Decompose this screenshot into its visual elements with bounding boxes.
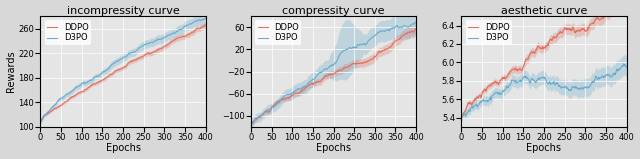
DDPO — [458, 118, 465, 120]
X-axis label: Epochs: Epochs — [527, 143, 561, 153]
DDPO — [577, 28, 585, 30]
D3PO — [577, 88, 584, 90]
DDPO — [90, 83, 98, 85]
Title: aesthetic curve: aesthetic curve — [500, 6, 587, 16]
DDPO — [623, 9, 630, 11]
D3PO — [141, 44, 148, 46]
DDPO — [367, 59, 375, 61]
D3PO — [366, 38, 374, 40]
X-axis label: Epochs: Epochs — [316, 143, 351, 153]
DDPO — [267, 108, 275, 110]
DDPO — [202, 24, 209, 26]
D3PO — [312, 75, 320, 77]
DDPO — [616, 4, 623, 6]
Line: D3PO: D3PO — [251, 22, 416, 124]
D3PO — [90, 77, 98, 79]
DDPO — [412, 28, 420, 30]
D3PO — [412, 21, 420, 23]
D3PO — [511, 80, 519, 82]
DDPO — [36, 121, 44, 123]
D3PO — [36, 121, 44, 123]
D3PO — [301, 85, 308, 87]
D3PO — [477, 101, 485, 103]
X-axis label: Epochs: Epochs — [106, 143, 141, 153]
D3PO — [620, 63, 627, 65]
D3PO — [623, 66, 630, 68]
DDPO — [561, 27, 569, 29]
DDPO — [366, 59, 374, 61]
Line: DDPO: DDPO — [461, 5, 627, 119]
DDPO — [511, 68, 519, 69]
DDPO — [141, 55, 148, 56]
Title: incompressity curve: incompressity curve — [67, 6, 179, 16]
Line: DDPO: DDPO — [251, 29, 416, 126]
Line: D3PO: D3PO — [40, 19, 205, 122]
DDPO — [157, 48, 164, 50]
D3PO — [102, 69, 109, 71]
D3PO — [577, 86, 585, 88]
DDPO — [577, 30, 584, 31]
D3PO — [247, 123, 255, 125]
D3PO — [156, 38, 164, 40]
DDPO — [312, 81, 320, 83]
DDPO — [523, 58, 531, 60]
DDPO — [156, 48, 164, 50]
D3PO — [56, 98, 64, 100]
Line: D3PO: D3PO — [461, 64, 627, 119]
DDPO — [477, 96, 485, 98]
D3PO — [157, 38, 164, 40]
D3PO — [561, 85, 569, 87]
Legend: DDPO, D3PO: DDPO, D3PO — [255, 21, 301, 45]
DDPO — [301, 87, 308, 89]
D3PO — [458, 118, 465, 120]
Y-axis label: Rewards: Rewards — [6, 51, 15, 92]
DDPO — [351, 63, 358, 65]
DDPO — [247, 125, 255, 127]
D3PO — [202, 18, 209, 20]
D3PO — [523, 76, 531, 78]
Legend: DDPO, D3PO: DDPO, D3PO — [45, 21, 91, 45]
D3PO — [367, 38, 375, 39]
Line: DDPO: DDPO — [40, 25, 205, 122]
DDPO — [102, 77, 109, 79]
D3PO — [351, 46, 358, 48]
Legend: DDPO, D3PO: DDPO, D3PO — [465, 21, 512, 45]
Title: compressity curve: compressity curve — [282, 6, 385, 16]
DDPO — [56, 104, 64, 106]
D3PO — [267, 107, 275, 109]
